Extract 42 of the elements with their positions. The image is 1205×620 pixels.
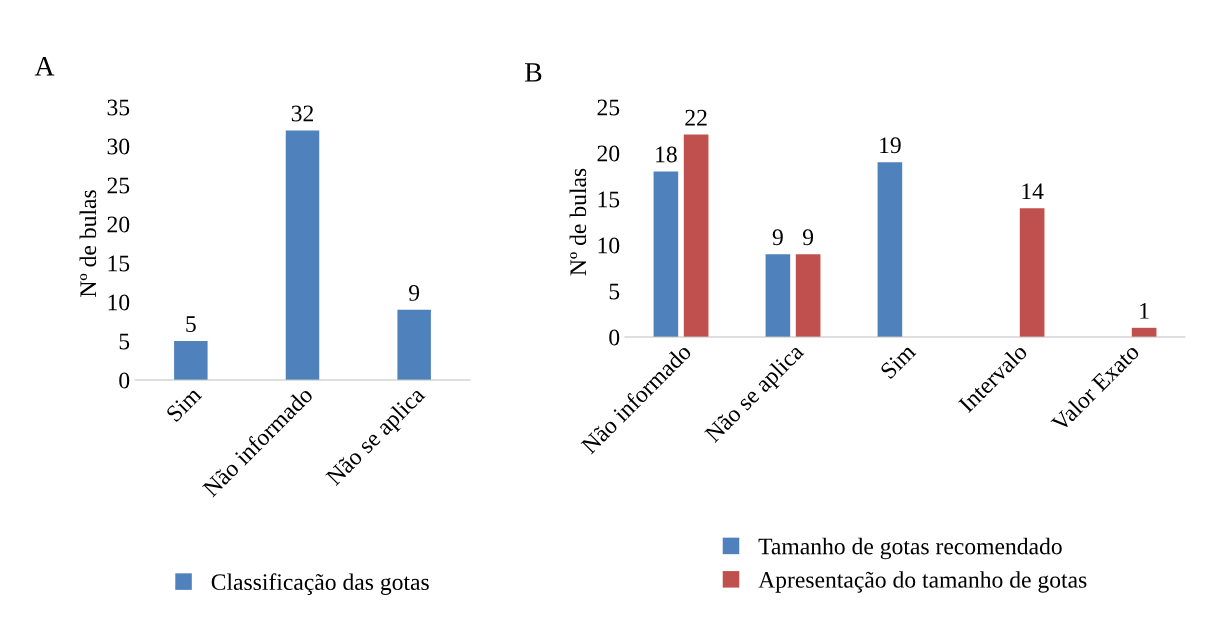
legend-label: Apresentação do tamanho de gotas — [758, 571, 1087, 593]
y-tick-label: 0 — [119, 372, 130, 389]
bar — [683, 134, 709, 337]
bar — [397, 309, 431, 380]
y-tick-label: 25 — [597, 99, 620, 116]
chart-title: A — [34, 57, 55, 76]
data-label: 19 — [880, 137, 901, 154]
data-label: 9 — [772, 229, 783, 246]
bar — [285, 130, 320, 380]
legend-label: Tamanho de gotas recomendado — [758, 537, 1062, 560]
x-tick-label: Sim — [165, 385, 203, 423]
y-tick-label: 10 — [108, 294, 130, 311]
x-tick-label: Sim — [879, 342, 917, 380]
y-tick-label: 20 — [597, 145, 620, 162]
data-label: 22 — [685, 109, 707, 126]
y-tick-label: 15 — [108, 255, 130, 272]
y-tick-label: 25 — [107, 177, 130, 194]
y-axis-title: Nº de bulas — [569, 168, 587, 276]
data-label: 9 — [802, 229, 814, 246]
y-tick-label: 30 — [107, 138, 130, 155]
legend-label: Classificação das gotas — [211, 573, 429, 595]
data-label: 1 — [1140, 303, 1149, 319]
chart-title: B — [525, 63, 542, 82]
bar — [1019, 208, 1045, 337]
data-label: 32 — [291, 105, 313, 122]
data-label: 18 — [656, 146, 677, 163]
bar — [877, 162, 903, 337]
y-tick-label: 5 — [609, 283, 620, 300]
y-tick-label: 15 — [598, 191, 620, 208]
bar — [653, 171, 679, 337]
data-label: 14 — [1022, 183, 1044, 199]
bar — [174, 341, 208, 380]
y-tick-label: 5 — [119, 333, 130, 350]
y-tick-label: 10 — [598, 237, 620, 254]
y-axis-title: Nº de bulas — [79, 190, 97, 297]
data-label: 9 — [409, 284, 420, 301]
y-tick-label: 35 — [107, 99, 130, 116]
bar — [765, 254, 791, 337]
y-tick-label: 0 — [609, 329, 620, 346]
y-tick-label: 20 — [107, 216, 130, 233]
bar — [795, 254, 821, 337]
data-label: 5 — [186, 316, 196, 333]
